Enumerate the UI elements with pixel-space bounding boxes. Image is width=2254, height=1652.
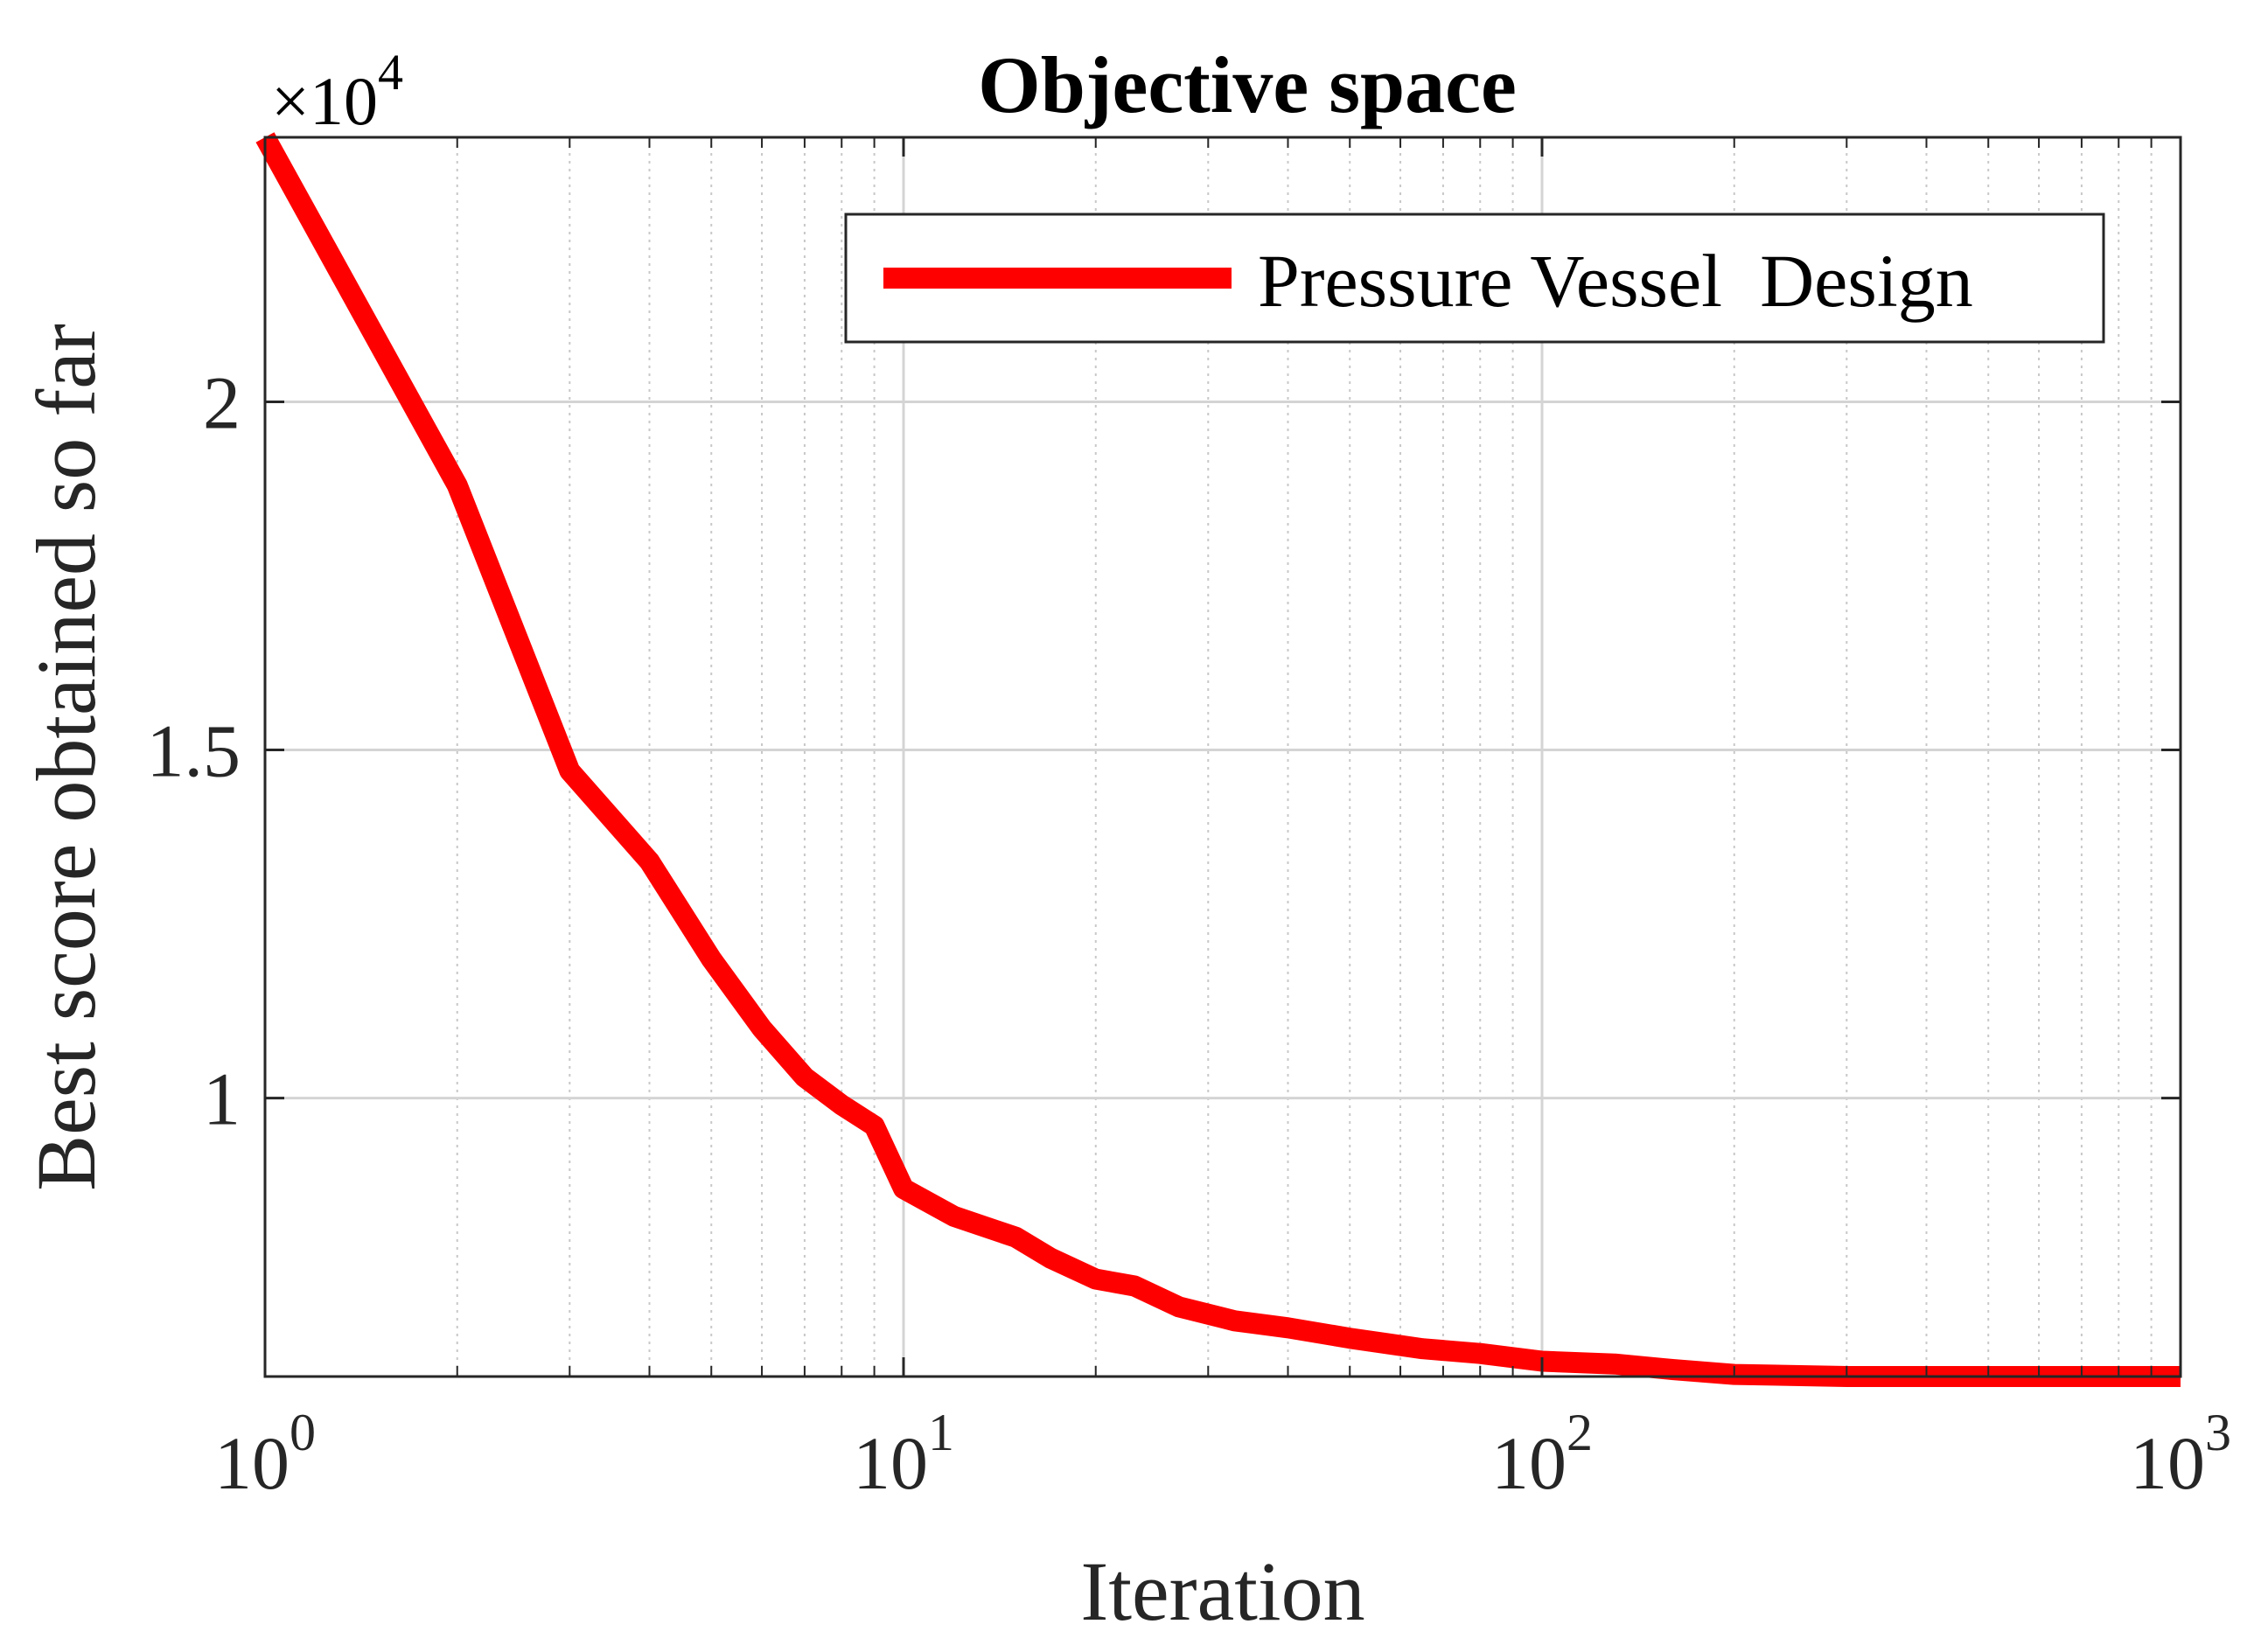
y-axis-exponent: ×104 <box>271 44 403 139</box>
x-tick-label-base: 10 <box>853 1421 928 1505</box>
y-tick-label: 1.5 <box>147 709 241 793</box>
chart-title: Objective space <box>978 40 1517 129</box>
x-tick-label: 103 <box>2130 1404 2231 1505</box>
x-tick-label-base: 10 <box>214 1421 290 1505</box>
axis-ticks <box>263 137 2182 1377</box>
plot-area-border <box>263 136 2182 1378</box>
x-axis-label: Iteration <box>1080 1544 1364 1638</box>
series-layer <box>255 132 2181 1387</box>
x-tick-label-exponent: 2 <box>1567 1404 1593 1461</box>
y-tick-label: 1 <box>203 1057 241 1141</box>
x-tick-labels: 100 101 102 103 <box>214 1404 2231 1505</box>
legend: Pressure Vessel Design <box>844 213 2105 344</box>
y-tick-label: 2 <box>203 361 241 445</box>
legend-label: Pressure Vessel Design <box>1258 239 1973 323</box>
series-line <box>255 132 2181 1387</box>
x-tick-label: 100 <box>214 1404 316 1505</box>
y-axis-exponent-power: 4 <box>378 44 403 101</box>
x-tick-label-exponent: 1 <box>928 1404 954 1461</box>
y-axis-exponent-base: ×10 <box>271 63 378 139</box>
x-tick-label: 101 <box>853 1404 954 1505</box>
x-tick-label-exponent: 0 <box>290 1404 316 1461</box>
x-tick-label-base: 10 <box>1491 1421 1567 1505</box>
y-axis-label: Best score obtained so far <box>19 324 113 1191</box>
x-tick-label: 102 <box>1491 1404 1593 1505</box>
grid-lines <box>265 137 2181 1377</box>
x-tick-label-exponent: 3 <box>2205 1404 2231 1461</box>
x-tick-label-base: 10 <box>2130 1421 2205 1505</box>
y-tick-labels: 11.52 <box>147 361 241 1141</box>
